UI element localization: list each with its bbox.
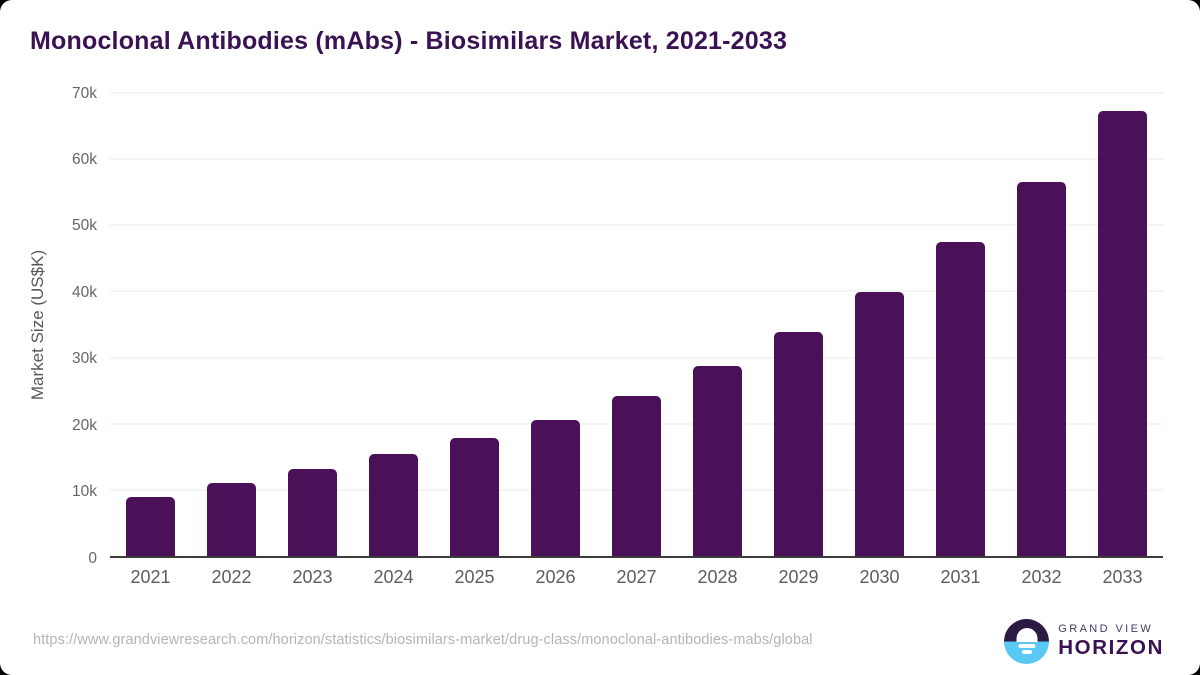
bar-column-2032 bbox=[1001, 93, 1082, 556]
logo-wordmark: GRAND VIEW HORIZON bbox=[1058, 623, 1164, 660]
logo-text-grand-view: GRAND VIEW bbox=[1058, 623, 1154, 635]
y-tick-label-30k: 30k bbox=[72, 349, 97, 367]
y-tick-label-70k: 70k bbox=[72, 84, 97, 102]
x-tick-label-2022: 2022 bbox=[211, 567, 252, 587]
bar-column-2024 bbox=[353, 93, 434, 556]
bar-column-2021 bbox=[110, 93, 191, 556]
y-axis-tick-labels: 0 10k 20k 30k 40k 50k 60k 70k bbox=[50, 85, 97, 565]
horizon-line-shape bbox=[1021, 650, 1032, 654]
y-tick-label-0: 0 bbox=[88, 549, 97, 567]
bar-2023 bbox=[288, 468, 337, 556]
logo-text-horizon: HORIZON bbox=[1058, 636, 1164, 659]
horizon-sunrise-icon bbox=[1004, 619, 1050, 664]
bar-column-2030 bbox=[839, 93, 920, 556]
x-tick-label-2029: 2029 bbox=[778, 567, 819, 587]
bar-2021 bbox=[126, 497, 175, 556]
x-tick-label-2031: 2031 bbox=[940, 567, 981, 587]
bar-column-2028 bbox=[677, 93, 758, 556]
horizon-line-shape bbox=[1018, 644, 1036, 648]
bars-container bbox=[110, 93, 1163, 556]
y-tick-label-10k: 10k bbox=[72, 482, 97, 500]
x-tick-label-2025: 2025 bbox=[454, 567, 495, 587]
bar-2030 bbox=[855, 292, 904, 556]
bar-column-2023 bbox=[272, 93, 353, 556]
bar-2031 bbox=[936, 242, 985, 556]
bar-2028 bbox=[693, 365, 742, 556]
bar-2026 bbox=[531, 419, 580, 556]
x-tick-label-2021: 2021 bbox=[130, 567, 171, 587]
bar-column-2022 bbox=[191, 93, 272, 556]
bar-column-2033 bbox=[1082, 93, 1163, 556]
chart-title: Monoclonal Antibodies (mAbs) - Biosimila… bbox=[30, 27, 788, 55]
gridline-40k bbox=[110, 290, 1163, 292]
source-url: https://www.grandviewresearch.com/horizo… bbox=[33, 632, 813, 648]
x-tick-label-2032: 2032 bbox=[1021, 567, 1062, 587]
bar-2025 bbox=[450, 438, 499, 556]
x-axis-tick-labels: 2021 2022 2023 2024 2025 2026 2027 2028 2029 2030… bbox=[110, 567, 1163, 588]
bar-column-2025 bbox=[434, 93, 515, 556]
grandview-horizon-logo: GRAND VIEW HORIZON bbox=[1004, 619, 1164, 664]
bar-2032 bbox=[1017, 182, 1066, 556]
y-tick-label-40k: 40k bbox=[72, 283, 97, 301]
x-tick-label-2023: 2023 bbox=[292, 567, 333, 587]
y-tick-label-50k: 50k bbox=[72, 217, 97, 235]
gridline-50k bbox=[110, 224, 1163, 226]
bar-column-2027 bbox=[596, 93, 677, 556]
y-tick-label-60k: 60k bbox=[72, 150, 97, 168]
bar-column-2026 bbox=[515, 93, 596, 556]
bar-column-2031 bbox=[920, 93, 1001, 556]
x-tick-label-2033: 2033 bbox=[1102, 567, 1143, 587]
bar-2022 bbox=[207, 482, 256, 556]
gridline-70k bbox=[110, 92, 1163, 94]
bar-2033 bbox=[1098, 110, 1147, 556]
horizon-arch-shape bbox=[1016, 628, 1038, 642]
gridline-30k bbox=[110, 357, 1163, 359]
x-tick-label-2027: 2027 bbox=[616, 567, 657, 587]
x-tick-label-2024: 2024 bbox=[373, 567, 414, 587]
bar-2027 bbox=[612, 395, 661, 556]
plot-area bbox=[110, 92, 1163, 558]
gridline-60k bbox=[110, 158, 1163, 160]
bar-column-2029 bbox=[758, 93, 839, 556]
bar-2029 bbox=[774, 331, 823, 556]
x-tick-label-2030: 2030 bbox=[859, 567, 900, 587]
bar-2024 bbox=[369, 454, 418, 556]
x-tick-label-2026: 2026 bbox=[535, 567, 576, 587]
x-tick-label-2028: 2028 bbox=[697, 567, 738, 587]
y-tick-label-20k: 20k bbox=[72, 416, 97, 434]
y-axis-title: Market Size (US$K) bbox=[28, 249, 47, 401]
